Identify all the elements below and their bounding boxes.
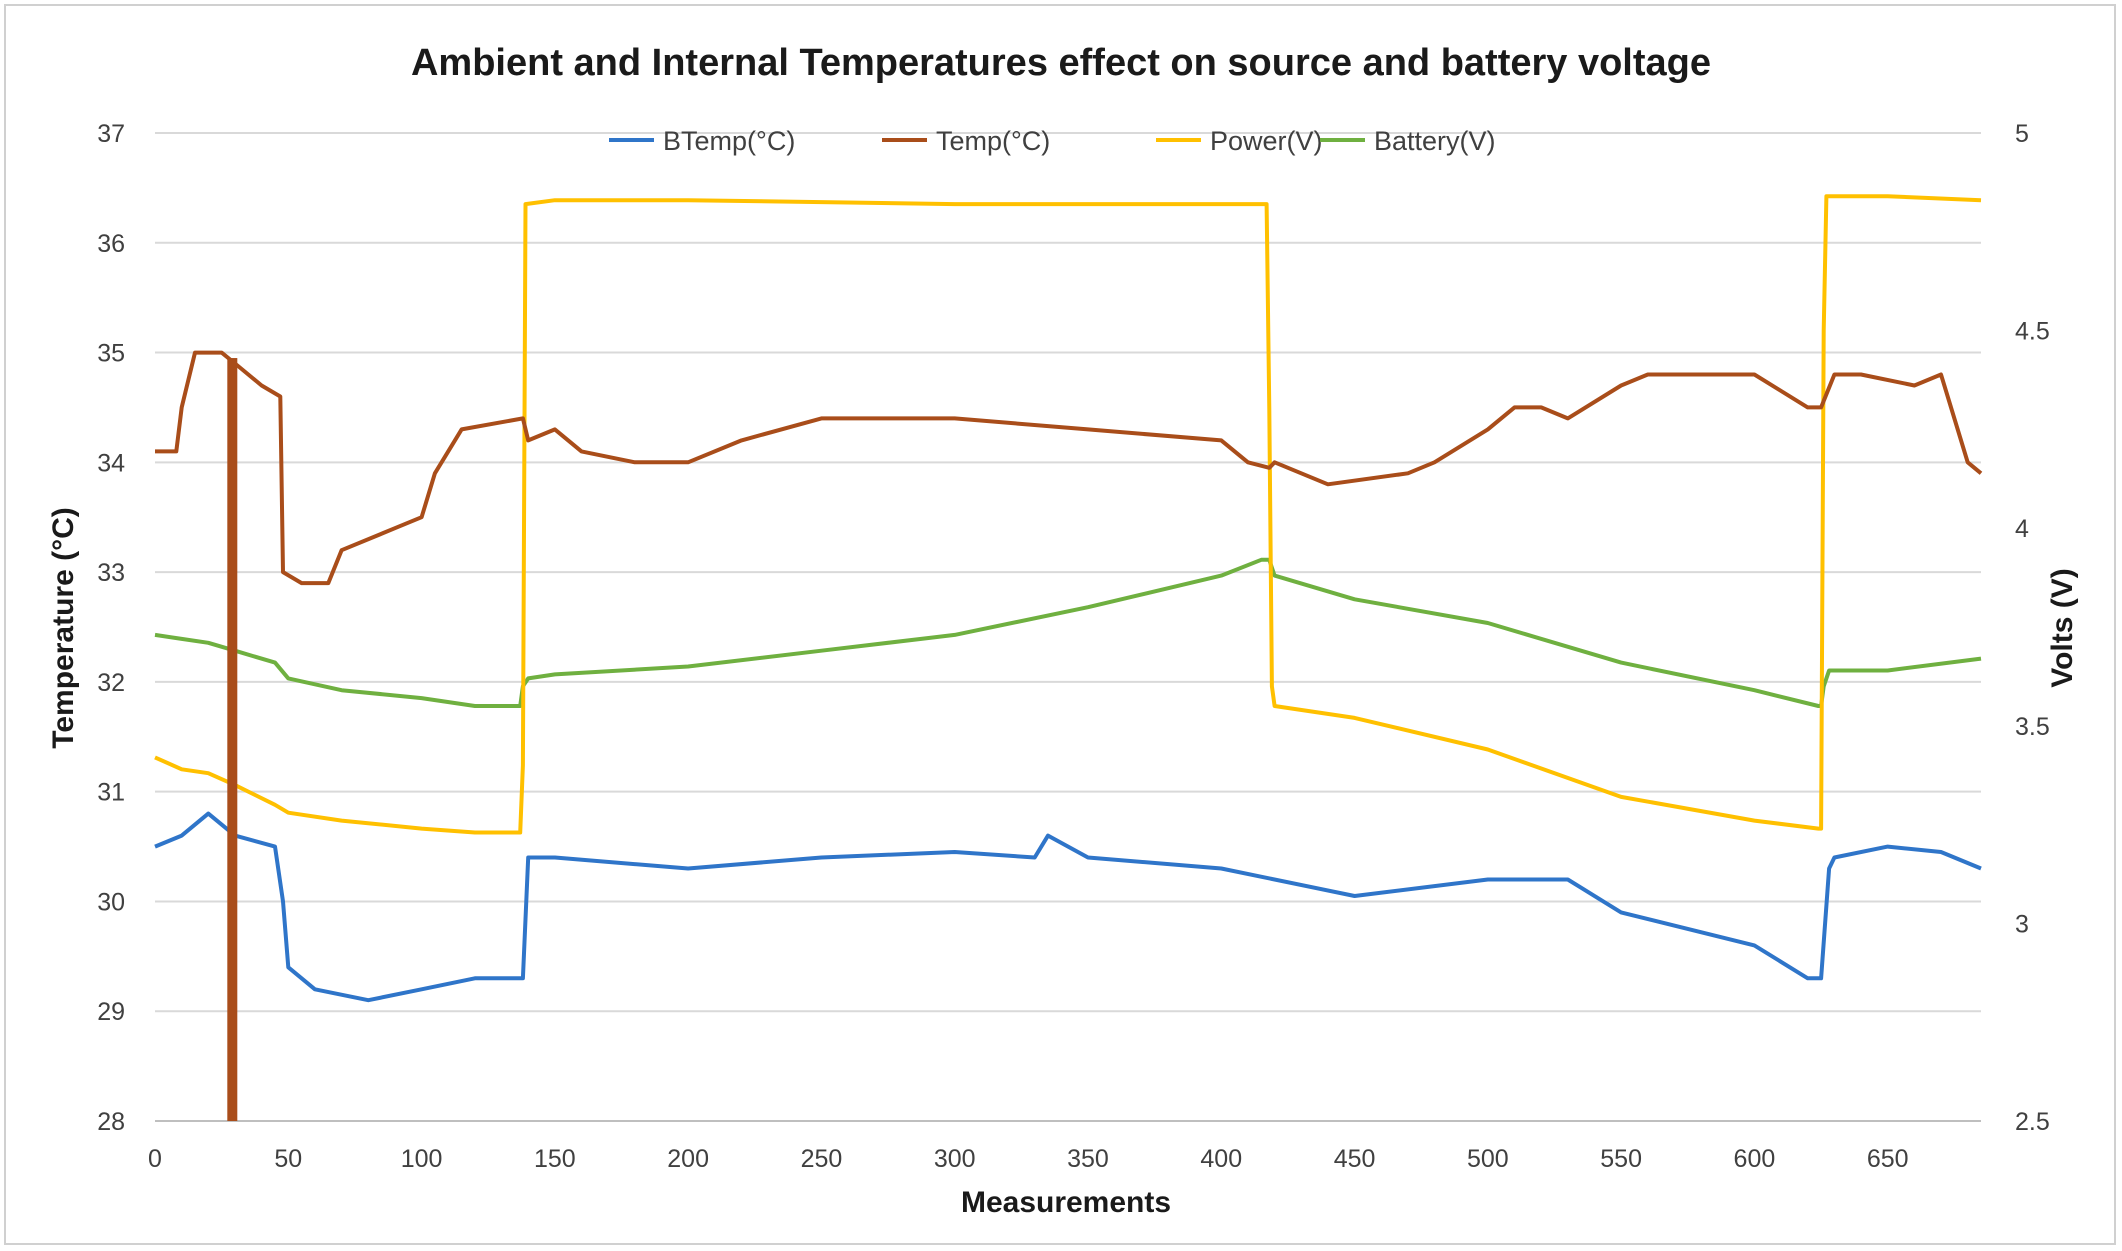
x-tick-label: 150 [534, 1145, 576, 1173]
gridlines [155, 132, 1981, 1122]
legend-label: Power(V) [1210, 126, 1323, 156]
x-tick-label: 100 [401, 1145, 443, 1173]
series-line-tempc [155, 350, 1983, 586]
x-tick-label: 450 [1334, 1145, 1376, 1173]
vertical-bar-annotation [227, 358, 238, 1121]
series-line-btempc [154, 811, 1982, 1003]
y2-tick-label: 3 [2015, 910, 2029, 938]
y2-tick-label: 3.5 [2015, 713, 2050, 741]
y-tick-label: 32 [97, 669, 125, 697]
x-tick-label: 500 [1467, 1145, 1509, 1173]
series-line-powerv [154, 194, 1982, 835]
x-tick-label: 650 [1867, 1145, 1909, 1173]
legend: BTemp(°C) Temp(°C) Power(V) Battery(V) [609, 126, 1496, 156]
y-tick-label: 31 [97, 779, 125, 807]
y2-tick-label: 4 [2015, 515, 2029, 543]
y-tick-label: 33 [97, 559, 125, 587]
x-tick-label: 250 [801, 1145, 843, 1173]
x-tick-label: 300 [934, 1145, 976, 1173]
x-tick-label: 350 [1067, 1145, 1109, 1173]
y2-tick-label: 5 [2015, 120, 2029, 148]
legend-label: Temp(°C) [936, 126, 1050, 156]
x-tick-label: 50 [274, 1145, 302, 1173]
y-tick-label: 28 [97, 1108, 125, 1136]
legend-label: BTemp(°C) [663, 126, 795, 156]
x-axis-title: Measurements [961, 1186, 1171, 1219]
y-tick-label: 34 [97, 449, 125, 477]
legend-label: Battery(V) [1374, 126, 1496, 156]
y-tick-label: 35 [97, 340, 125, 368]
y-tick-label: 37 [97, 120, 125, 148]
x-tick-label: 400 [1200, 1145, 1242, 1173]
y-tick-label: 36 [97, 230, 125, 258]
y-tick-label: 30 [97, 888, 125, 916]
y2-tick-label: 2.5 [2015, 1108, 2050, 1136]
series-line-batteryv [154, 557, 1982, 708]
x-tick-label: 0 [148, 1145, 162, 1173]
chart-frame [4, 4, 2116, 1245]
y-axis-title: Temperature (°C) [47, 507, 80, 748]
y-axis-right: 2.5 3 3.5 4 4.5 5 [2015, 120, 2050, 1136]
x-axis: 0 50 100 150 200 250 300 350 400 450 500 550 600 650 [148, 1145, 1909, 1173]
chart-title: Ambient and Internal Temperatures effect… [411, 42, 1711, 84]
y-axis-left: 28 29 30 31 32 33 34 35 36 37 [97, 120, 125, 1136]
x-tick-label: 200 [667, 1145, 709, 1173]
y2-axis-title: Volts (V) [2046, 568, 2079, 687]
x-tick-label: 550 [1600, 1145, 1642, 1173]
plot-area [154, 194, 1983, 1121]
x-tick-label: 600 [1734, 1145, 1776, 1173]
y-tick-label: 29 [97, 998, 125, 1026]
y2-tick-label: 4.5 [2015, 318, 2050, 346]
